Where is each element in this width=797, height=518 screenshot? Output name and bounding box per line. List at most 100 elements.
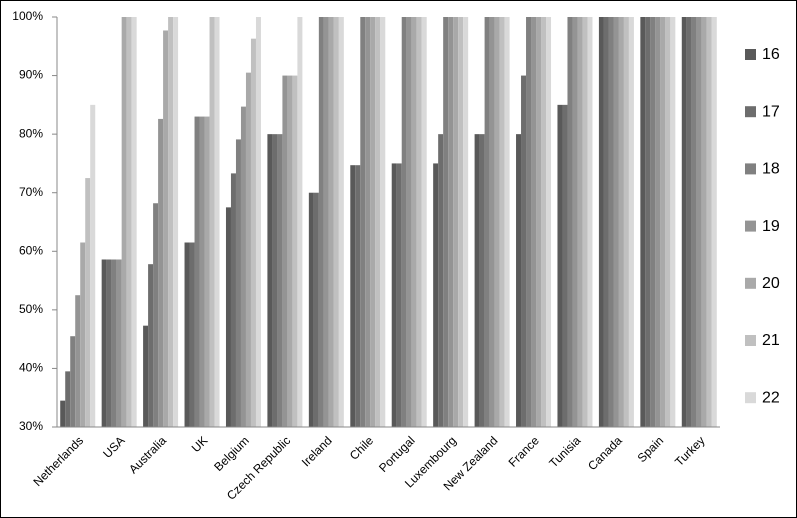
bar [184, 242, 190, 427]
legend-swatch [745, 106, 756, 118]
bar [463, 17, 469, 427]
bar [438, 134, 444, 427]
bar [126, 17, 132, 427]
bar [333, 17, 339, 427]
bar [85, 178, 91, 427]
bar [163, 30, 169, 427]
bar [194, 116, 200, 428]
bar [80, 242, 86, 427]
bar [531, 17, 537, 427]
y-tick-label: 80% [19, 126, 43, 140]
bar [541, 17, 547, 427]
bar [277, 134, 283, 427]
bar [158, 118, 164, 428]
bar [711, 17, 717, 427]
legend-swatch [745, 220, 756, 232]
bar [608, 17, 614, 427]
bar [401, 17, 407, 427]
bar [406, 17, 412, 427]
bar [458, 17, 464, 427]
bar [355, 165, 361, 427]
bar [499, 17, 505, 427]
bar [526, 17, 532, 427]
y-tick-label: 70% [19, 185, 43, 199]
bar [598, 17, 604, 427]
bar [453, 17, 459, 427]
y-tick-label: 90% [19, 68, 43, 82]
bar [328, 17, 334, 427]
bar [250, 38, 256, 428]
bar [582, 17, 588, 427]
bar [572, 17, 578, 427]
bar [701, 17, 707, 427]
bar [287, 75, 293, 428]
bar [131, 17, 137, 427]
bar [297, 17, 303, 427]
legend-swatch [745, 277, 756, 289]
bar [173, 17, 179, 427]
bar [272, 134, 278, 427]
y-tick-label: 100% [12, 9, 43, 23]
legend-label: 22 [762, 389, 780, 406]
bar [504, 17, 510, 427]
legend-swatch [745, 392, 756, 404]
bar [686, 17, 692, 427]
bar [645, 17, 651, 427]
bar [267, 134, 273, 427]
bar [628, 17, 634, 427]
bar [546, 17, 552, 427]
legend-swatch [745, 49, 756, 60]
bar [474, 134, 480, 427]
bar [562, 104, 568, 427]
bar [640, 17, 646, 427]
bar [411, 17, 417, 427]
bar [433, 163, 439, 427]
bar [421, 17, 427, 427]
y-tick-label: 30% [19, 419, 43, 433]
bar [338, 17, 344, 427]
bar [189, 242, 195, 427]
bar [380, 17, 386, 427]
bar [168, 17, 174, 427]
bar [536, 17, 542, 427]
bar [153, 203, 159, 427]
bar [230, 173, 236, 427]
bar [240, 106, 246, 427]
bar [235, 139, 241, 427]
bar [587, 17, 593, 427]
bar [143, 325, 149, 427]
bar [479, 134, 485, 427]
bar [623, 17, 629, 427]
bar [516, 134, 522, 427]
bar [448, 17, 454, 427]
bar [443, 17, 449, 427]
bar [396, 163, 402, 427]
bar [370, 17, 376, 427]
bar [494, 17, 500, 427]
y-tick-label: 40% [19, 361, 43, 375]
legend-swatch [745, 163, 756, 175]
bar [706, 17, 712, 427]
legend-label: 19 [762, 218, 780, 235]
bar [106, 259, 112, 427]
bar [375, 17, 381, 427]
bar [204, 116, 210, 428]
bar [75, 295, 81, 427]
bar [245, 72, 251, 428]
bar [70, 336, 76, 427]
legend-label: 16 [762, 46, 780, 63]
bar [292, 75, 298, 428]
legend-label: 21 [762, 332, 780, 349]
bar [90, 104, 96, 427]
bar [308, 192, 314, 427]
bar [655, 17, 661, 427]
bar [484, 17, 490, 427]
bar [360, 17, 366, 427]
bar [577, 17, 583, 427]
bar [557, 104, 563, 427]
bar [691, 17, 697, 427]
y-tick-label: 50% [19, 302, 43, 316]
bar [225, 207, 231, 427]
bar [323, 17, 329, 427]
